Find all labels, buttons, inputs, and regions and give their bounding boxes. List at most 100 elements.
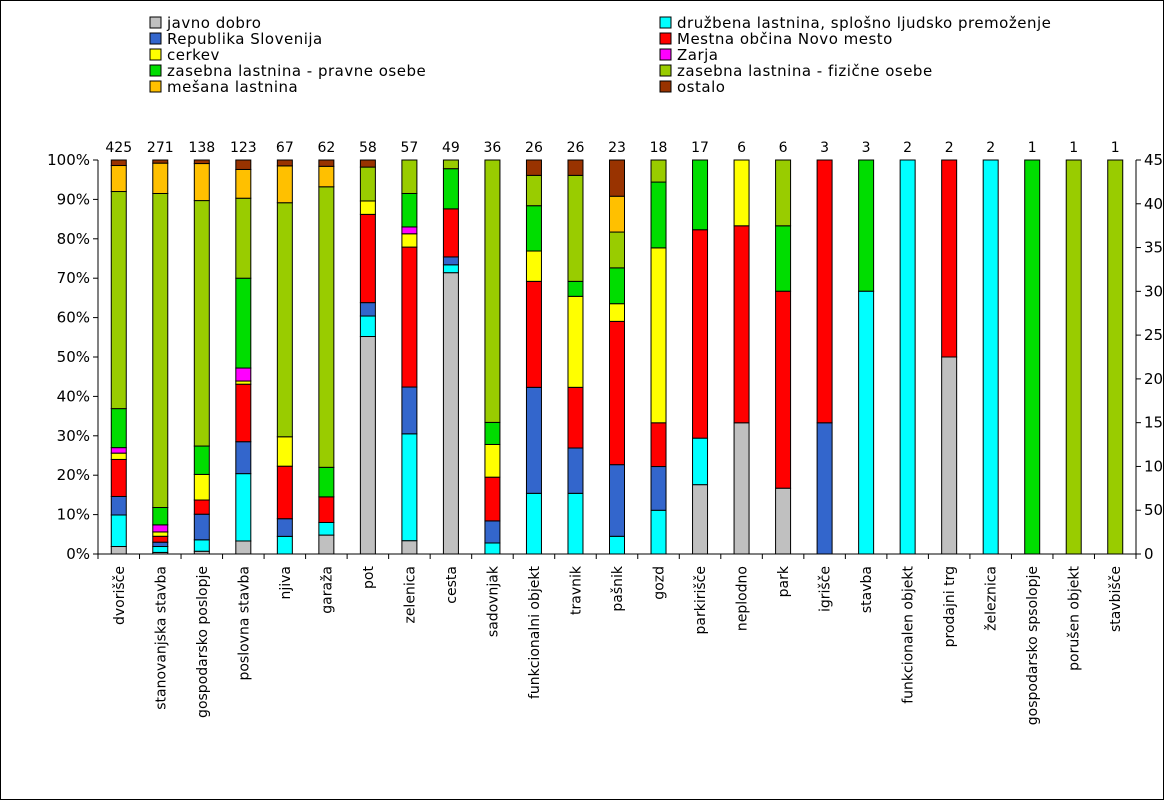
category-label-3: poslovna stavba bbox=[236, 566, 252, 681]
bar-segment-4-7 bbox=[276, 202, 293, 438]
bar-segment-10-3 bbox=[525, 280, 542, 388]
left-tick-label-1: 10% bbox=[57, 506, 90, 524]
bar-segment-22-6 bbox=[1024, 159, 1041, 555]
bar-segment-12-3 bbox=[609, 320, 625, 466]
bar-segment-1-5 bbox=[152, 524, 169, 533]
legend-label-5: Zarja bbox=[677, 46, 719, 64]
legend-swatch-1 bbox=[659, 16, 672, 29]
bar-segment-10-7 bbox=[525, 174, 542, 207]
legend-label-0: javno dobro bbox=[166, 14, 261, 32]
bar-count-label-24: 1 bbox=[1111, 140, 1120, 156]
bar-segment-10-1 bbox=[525, 492, 542, 555]
bar-segment-7-3 bbox=[401, 246, 418, 388]
legend-label-3: Mestna občina Novo mesto bbox=[677, 30, 893, 48]
bar-segment-11-9 bbox=[567, 159, 584, 176]
bar-segment-0-7 bbox=[110, 191, 127, 410]
bar-segment-16-6 bbox=[775, 225, 792, 292]
category-label-21: železnica bbox=[984, 566, 1000, 631]
bar-segment-6-4 bbox=[359, 200, 376, 215]
bar-segment-12-8 bbox=[609, 195, 625, 233]
left-tick-label-9: 90% bbox=[57, 190, 90, 208]
bar-segment-23-7 bbox=[1065, 159, 1082, 555]
bar-segment-1-7 bbox=[152, 192, 169, 509]
bar-segment-2-3 bbox=[193, 499, 210, 515]
category-label-4: njiva bbox=[278, 566, 294, 600]
legend-label-2: Republika Slovenija bbox=[167, 30, 323, 48]
bar-segment-8-6 bbox=[442, 168, 459, 210]
bar-segment-1-4 bbox=[152, 531, 169, 537]
category-label-19: funkcionalen objekt bbox=[901, 565, 917, 703]
bar-count-label-16: 6 bbox=[779, 140, 788, 156]
bar-segment-8-7 bbox=[442, 159, 459, 170]
category-labels: dvorišče stanovanjska stavba gospodarsko p… bbox=[112, 565, 1124, 725]
bar-count-label-18: 3 bbox=[862, 140, 871, 156]
category-label-6: pot bbox=[361, 566, 377, 589]
bar-segment-5-6 bbox=[318, 466, 335, 498]
left-tick-label-5: 50% bbox=[57, 348, 90, 366]
bar-segment-14-6 bbox=[692, 159, 709, 231]
bar-segment-0-6 bbox=[110, 408, 127, 449]
category-label-24: stavbišče bbox=[1108, 566, 1124, 632]
left-tick-label-6: 60% bbox=[57, 309, 90, 327]
bar-segment-13-2 bbox=[650, 466, 667, 511]
bar-count-label-19: 2 bbox=[903, 140, 912, 156]
bar-segment-13-4 bbox=[650, 247, 667, 424]
category-label-13: gozd bbox=[652, 566, 668, 600]
legend-swatch-4 bbox=[149, 48, 162, 61]
bar-segment-1-1 bbox=[152, 546, 169, 553]
category-label-12: pašnik bbox=[610, 565, 626, 612]
bar-segment-4-9 bbox=[276, 159, 293, 167]
bar-segment-15-3 bbox=[733, 225, 750, 424]
legend-label-8: mešana lastnina bbox=[167, 78, 298, 96]
bar-segment-3-6 bbox=[235, 277, 252, 369]
bar-segment-7-2 bbox=[401, 386, 418, 435]
legend-label-9: ostalo bbox=[677, 78, 725, 96]
bar-segment-12-6 bbox=[609, 267, 625, 305]
bar-segment-8-3 bbox=[442, 208, 459, 258]
bar-count-label-23: 1 bbox=[1069, 140, 1078, 156]
bar-count-label-13: 18 bbox=[650, 140, 668, 156]
bar-segment-6-0 bbox=[359, 336, 376, 555]
left-tick-label-7: 70% bbox=[57, 269, 90, 287]
legend-swatch-8 bbox=[149, 80, 162, 93]
category-label-22: gospodarsko spsolopje bbox=[1025, 566, 1041, 725]
bar-segment-3-2 bbox=[235, 441, 252, 475]
bar-count-label-1: 271 bbox=[147, 140, 174, 156]
bar-segment-7-6 bbox=[401, 192, 418, 228]
bar-segment-5-1 bbox=[318, 521, 335, 536]
bar-segment-15-4 bbox=[733, 159, 750, 227]
plot-area bbox=[110, 159, 1124, 555]
bar-segment-5-9 bbox=[318, 159, 335, 167]
bar-segment-6-7 bbox=[359, 166, 376, 202]
bar-segment-7-1 bbox=[401, 433, 418, 542]
right-tick-label-3: 150 bbox=[1144, 414, 1164, 432]
bar-count-label-4: 67 bbox=[276, 140, 294, 156]
bar-count-label-20: 2 bbox=[945, 140, 954, 156]
bar-segment-19-1 bbox=[899, 159, 916, 555]
bar-segment-12-9 bbox=[609, 159, 625, 197]
bar-segment-9-7 bbox=[484, 159, 501, 423]
bar-segment-11-6 bbox=[567, 280, 584, 297]
bar-segment-0-9 bbox=[110, 159, 127, 167]
bar-segment-4-4 bbox=[276, 436, 293, 467]
bar-count-label-9: 36 bbox=[484, 140, 502, 156]
bar-segment-10-4 bbox=[525, 250, 542, 282]
right-tick-label-6: 300 bbox=[1144, 282, 1164, 300]
bar-segment-11-7 bbox=[567, 174, 584, 282]
left-tick-label-8: 80% bbox=[57, 230, 90, 248]
axes: 0% 10% 20% 30% 40% 50% 60% 70% 80% 90% 100% 0 50 100 1… bbox=[47, 151, 1164, 563]
bar-segment-13-3 bbox=[650, 422, 667, 468]
bar-segment-1-9 bbox=[152, 159, 169, 164]
category-label-9: sadovnjak bbox=[485, 565, 501, 637]
bar-segment-21-1 bbox=[982, 159, 999, 555]
bar-segment-6-2 bbox=[359, 302, 376, 317]
bar-count-label-7: 57 bbox=[400, 140, 418, 156]
category-label-0: dvorišče bbox=[112, 566, 128, 625]
bar-segment-3-5 bbox=[235, 367, 252, 382]
bar-segment-5-7 bbox=[318, 186, 335, 468]
legend-swatch-5 bbox=[659, 48, 672, 61]
bar-segment-16-7 bbox=[775, 159, 792, 227]
bar-segment-7-7 bbox=[401, 159, 418, 194]
bar-segment-11-2 bbox=[567, 447, 584, 494]
bar-count-label-12: 23 bbox=[608, 140, 626, 156]
